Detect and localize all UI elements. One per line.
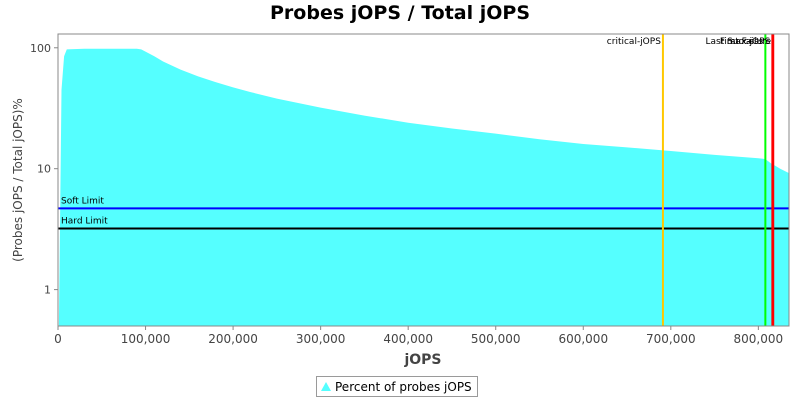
plot-area-border — [57, 33, 790, 327]
x-axis: 0 100,000 200,000 300,000 400,000 500,000 600,… — [54, 326, 783, 346]
legend-label: Percent of probes jOPS — [335, 379, 472, 394]
area-series-0 — [58, 48, 790, 327]
area-layer — [58, 48, 790, 327]
x-tick-label-2: 200,000 — [208, 332, 258, 346]
vmarker-label-2: max-jOPS — [727, 37, 771, 47]
legend-swatch-icon — [321, 382, 331, 391]
horizontal-markers: Soft Limit Hard Limit — [58, 196, 789, 230]
hmarker-label-0: Soft Limit — [61, 196, 104, 206]
x-tick-label-4: 400,000 — [383, 332, 433, 346]
vmarker-label-1: Last Success — [706, 37, 764, 47]
x-axis-label: jOPS — [403, 352, 441, 368]
x-tick-label-0: 0 — [54, 332, 62, 346]
x-tick-label-7: 700,000 — [646, 332, 696, 346]
x-tick-label-1: 100,000 — [121, 332, 171, 346]
y-tick-label-1: 10 — [37, 163, 51, 176]
vmarker-label-3: First Failure — [720, 37, 772, 47]
chart-title: Probes jOPS / Total jOPS — [270, 2, 530, 24]
x-tick-label-5: 500,000 — [471, 332, 521, 346]
x-tick-label-6: 600,000 — [558, 332, 608, 346]
x-tick-label-3: 300,000 — [296, 332, 346, 346]
x-tick-label-8: 800,000 — [734, 332, 784, 346]
legend: Percent of probes jOPS — [316, 376, 478, 397]
y-tick-label-2: 100 — [30, 42, 51, 55]
y-axis-label: (Probes jOPS / Total jOPS)% — [11, 98, 25, 262]
vmarker-label-0: critical-jOPS — [607, 37, 661, 47]
y-axis: 1 10 100 — [30, 42, 58, 297]
hmarker-label-1: Hard Limit — [61, 217, 108, 227]
y-tick-label-0: 1 — [44, 284, 51, 297]
